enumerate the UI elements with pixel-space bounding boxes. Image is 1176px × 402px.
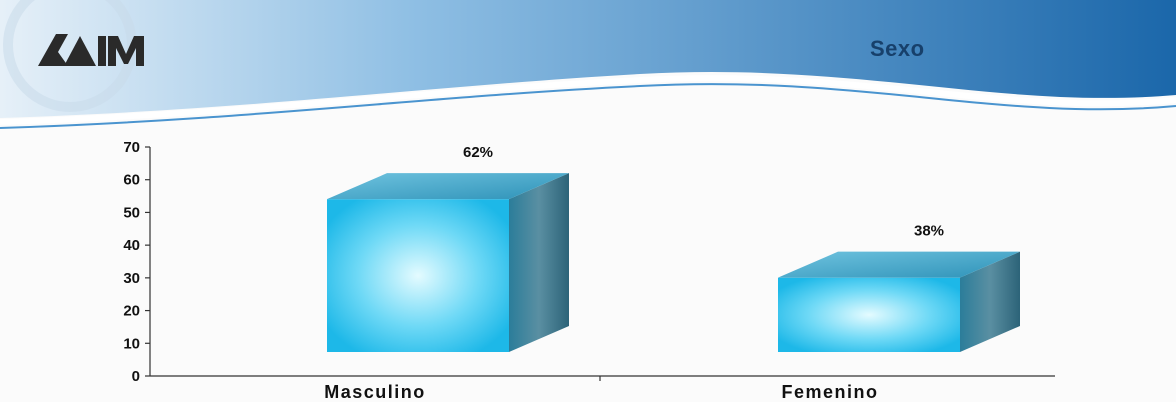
chart-axes: 0 10 20 30 40 50 60 70: [123, 139, 1055, 385]
bar-top: [778, 251, 1020, 278]
data-label: 62%: [463, 144, 493, 161]
header-banner: [0, 0, 1176, 129]
bar-top: [327, 173, 569, 200]
category-label: Masculino: [324, 382, 426, 402]
y-tick-label: 70: [123, 139, 140, 156]
chart-labels: 62% Masculino 38% Femenino: [324, 144, 944, 402]
y-tick-label: 20: [123, 303, 140, 320]
y-tick-label: 10: [123, 335, 140, 352]
y-tick-label: 30: [123, 270, 140, 287]
bar-side: [960, 251, 1020, 352]
y-tick-label: 0: [132, 368, 140, 385]
y-tick-label: 40: [123, 237, 140, 254]
bar-front: [778, 277, 960, 352]
slide-title: Sexo: [870, 36, 925, 61]
y-tick-label: 60: [123, 172, 140, 189]
uam-logo-icon: [38, 34, 144, 66]
chart-bars: [327, 173, 1020, 352]
y-tick-label: 50: [123, 204, 140, 221]
bar-front: [327, 199, 509, 352]
bar-side: [509, 173, 569, 352]
data-label: 38%: [914, 223, 944, 240]
category-label: Femenino: [781, 382, 878, 402]
